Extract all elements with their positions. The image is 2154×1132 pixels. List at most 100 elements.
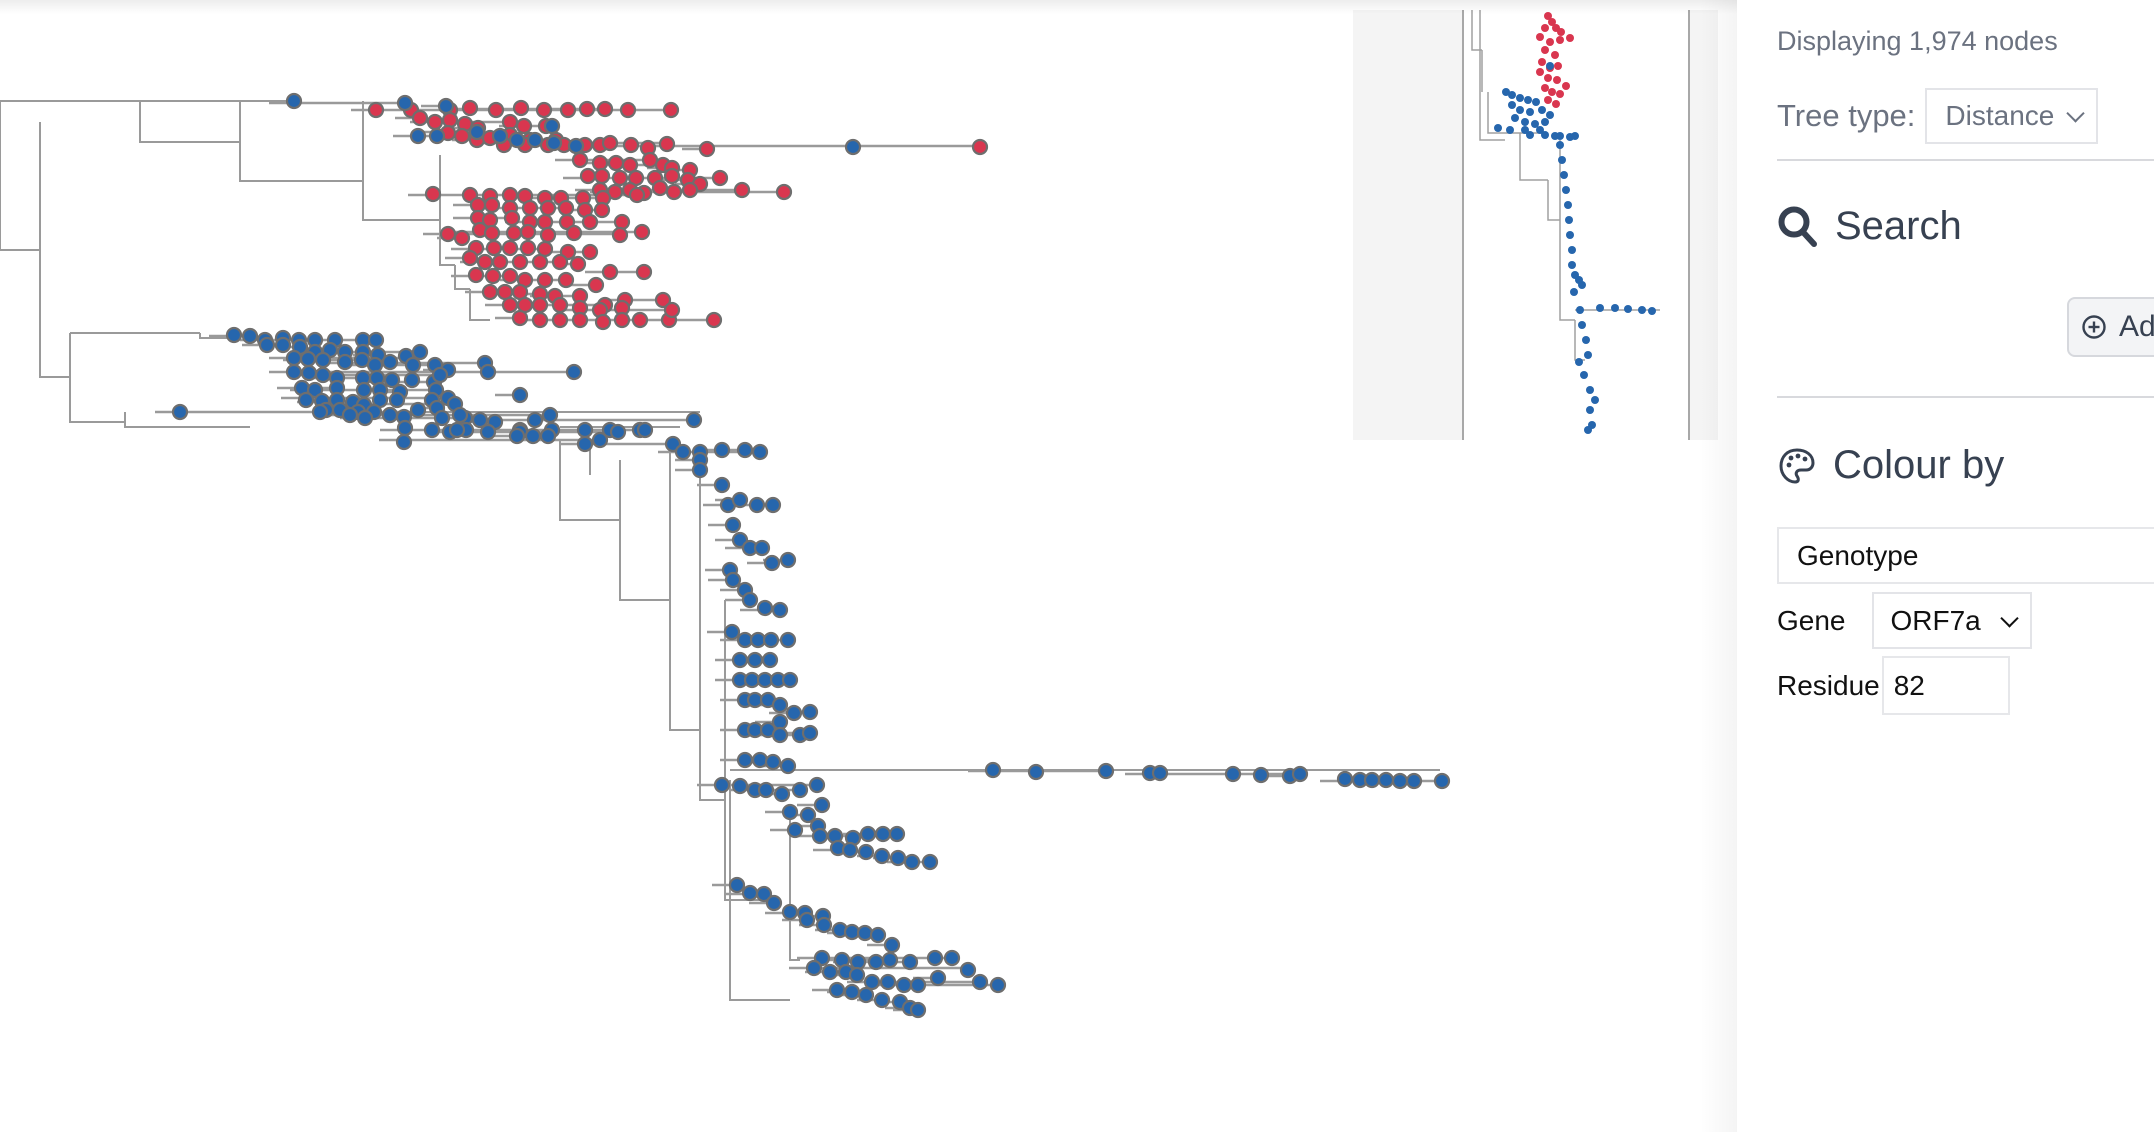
tree-node-genotype-b[interactable] xyxy=(396,419,414,437)
tree-node-genotype-b[interactable] xyxy=(801,724,819,742)
tree-type-select[interactable]: Distance xyxy=(1925,88,2099,144)
tree-node-genotype-a[interactable] xyxy=(501,186,519,204)
tree-node-genotype-a[interactable] xyxy=(613,213,631,231)
minimap-node-genotype-a[interactable] xyxy=(1541,84,1549,92)
minimap-node-genotype-b[interactable] xyxy=(1508,91,1516,99)
tree-node-genotype-b[interactable] xyxy=(545,134,563,152)
tree-node-genotype-b[interactable] xyxy=(813,796,831,814)
minimap-node-genotype-b[interactable] xyxy=(1516,106,1524,114)
tree-node-genotype-b[interactable] xyxy=(1363,771,1381,789)
minimap-node-genotype-b[interactable] xyxy=(1558,156,1566,164)
tree-node-genotype-b[interactable] xyxy=(388,391,406,409)
minimap-node-genotype-b[interactable] xyxy=(1508,101,1516,109)
tree-node-genotype-b[interactable] xyxy=(926,949,944,967)
tree-node-genotype-b[interactable] xyxy=(921,853,939,871)
tree-node-genotype-b[interactable] xyxy=(731,651,749,669)
residue-input[interactable]: 82 xyxy=(1881,656,2010,715)
tree-node-genotype-b[interactable] xyxy=(367,331,385,349)
tree-node-genotype-a[interactable] xyxy=(681,181,699,199)
tree-node-genotype-b[interactable] xyxy=(409,127,427,145)
tree-node-genotype-b[interactable] xyxy=(849,953,867,971)
tree-node-genotype-b[interactable] xyxy=(731,491,749,509)
tree-node-genotype-b[interactable] xyxy=(761,651,779,669)
tree-node-genotype-b[interactable] xyxy=(989,976,1007,994)
minimap-node-genotype-b[interactable] xyxy=(1611,304,1619,312)
tree-node-genotype-a[interactable] xyxy=(483,196,501,214)
tree-node-genotype-b[interactable] xyxy=(381,353,399,371)
tree-node-genotype-a[interactable] xyxy=(622,136,640,154)
tree-node-genotype-b[interactable] xyxy=(869,926,887,944)
minimap-node-genotype-b[interactable] xyxy=(1531,120,1539,128)
minimap-node-genotype-b[interactable] xyxy=(1571,132,1579,140)
tree-node-genotype-b[interactable] xyxy=(799,806,817,824)
minimap-node-genotype-b[interactable] xyxy=(1546,62,1554,70)
tree-node-genotype-b[interactable] xyxy=(314,351,332,369)
tree-node-genotype-b[interactable] xyxy=(543,117,561,135)
tree-node-genotype-b[interactable] xyxy=(1405,772,1423,790)
tree-node-genotype-a[interactable] xyxy=(469,196,487,214)
tree-node-genotype-a[interactable] xyxy=(485,239,503,257)
minimap-node-genotype-b[interactable] xyxy=(1502,88,1510,96)
tree-node-genotype-a[interactable] xyxy=(591,154,609,172)
tree-node-genotype-a[interactable] xyxy=(587,276,605,294)
minimap-node-genotype-b[interactable] xyxy=(1541,118,1549,126)
minimap-node-genotype-a[interactable] xyxy=(1536,68,1544,76)
tree-node-genotype-a[interactable] xyxy=(496,283,514,301)
tree-node-genotype-a[interactable] xyxy=(663,167,681,185)
minimap-node-genotype-b[interactable] xyxy=(1521,126,1529,134)
tree-node-genotype-a[interactable] xyxy=(515,117,533,135)
tree-node-genotype-a[interactable] xyxy=(467,266,485,284)
tree-node-genotype-a[interactable] xyxy=(501,267,519,285)
minimap-node-genotype-b[interactable] xyxy=(1556,132,1564,140)
tree-node-genotype-b[interactable] xyxy=(781,671,799,689)
tree-node-genotype-a[interactable] xyxy=(519,223,537,241)
tree-node-genotype-b[interactable] xyxy=(468,123,486,141)
tree-node-genotype-a[interactable] xyxy=(601,134,619,152)
tree-node-genotype-b[interactable] xyxy=(366,356,384,374)
minimap-node-genotype-b[interactable] xyxy=(1511,114,1519,122)
tree-node-genotype-a[interactable] xyxy=(519,239,537,257)
minimap-node-genotype-b[interactable] xyxy=(1564,201,1572,209)
tree-node-genotype-b[interactable] xyxy=(748,496,766,514)
minimap-node-genotype-b[interactable] xyxy=(1582,336,1590,344)
tree-node-genotype-a[interactable] xyxy=(581,213,599,231)
minimap-node-genotype-b[interactable] xyxy=(1596,304,1604,312)
tree-node-genotype-a[interactable] xyxy=(551,311,569,329)
tree-node-genotype-b[interactable] xyxy=(1291,765,1309,783)
minimap-node-genotype-a[interactable] xyxy=(1541,24,1549,32)
tree-node-genotype-a[interactable] xyxy=(662,101,680,119)
tree-node-genotype-a[interactable] xyxy=(594,313,612,331)
minimap-node-genotype-a[interactable] xyxy=(1544,12,1552,20)
tree-node-genotype-a[interactable] xyxy=(501,296,519,314)
minimap-node-genotype-b[interactable] xyxy=(1576,306,1584,314)
minimap-node-genotype-b[interactable] xyxy=(1521,118,1529,126)
tree-node-genotype-b[interactable] xyxy=(713,776,731,794)
tree-node-genotype-b[interactable] xyxy=(1097,762,1115,780)
minimap-node-genotype-b[interactable] xyxy=(1560,171,1568,179)
tree-node-genotype-b[interactable] xyxy=(336,353,354,371)
tree-node-genotype-b[interactable] xyxy=(409,401,427,419)
tree-node-genotype-b[interactable] xyxy=(285,363,303,381)
tree-node-genotype-b[interactable] xyxy=(791,781,809,799)
tree-node-genotype-a[interactable] xyxy=(424,185,442,203)
tree-node-genotype-a[interactable] xyxy=(511,283,529,301)
tree-node-genotype-b[interactable] xyxy=(433,409,451,427)
minimap-node-genotype-a[interactable] xyxy=(1553,76,1561,84)
tree-node-genotype-b[interactable] xyxy=(771,601,789,619)
tree-node-genotype-a[interactable] xyxy=(571,151,589,169)
tree-node-genotype-b[interactable] xyxy=(779,631,797,649)
tree-node-genotype-a[interactable] xyxy=(619,101,637,119)
minimap-node-genotype-b[interactable] xyxy=(1562,186,1570,194)
tree-node-genotype-b[interactable] xyxy=(903,853,921,871)
tree-node-genotype-b[interactable] xyxy=(508,427,526,445)
tree-node-genotype-b[interactable] xyxy=(713,476,731,494)
tree-node-genotype-b[interactable] xyxy=(736,751,754,769)
tree-node-genotype-b[interactable] xyxy=(764,753,782,771)
minimap-node-genotype-b[interactable] xyxy=(1586,386,1594,394)
tree-node-genotype-b[interactable] xyxy=(403,371,421,389)
tree-node-genotype-a[interactable] xyxy=(621,156,639,174)
tree-node-genotype-a[interactable] xyxy=(658,135,676,153)
tree-node-genotype-b[interactable] xyxy=(491,127,509,145)
tree-node-genotype-b[interactable] xyxy=(856,924,874,942)
tree-node-genotype-a[interactable] xyxy=(557,199,575,217)
